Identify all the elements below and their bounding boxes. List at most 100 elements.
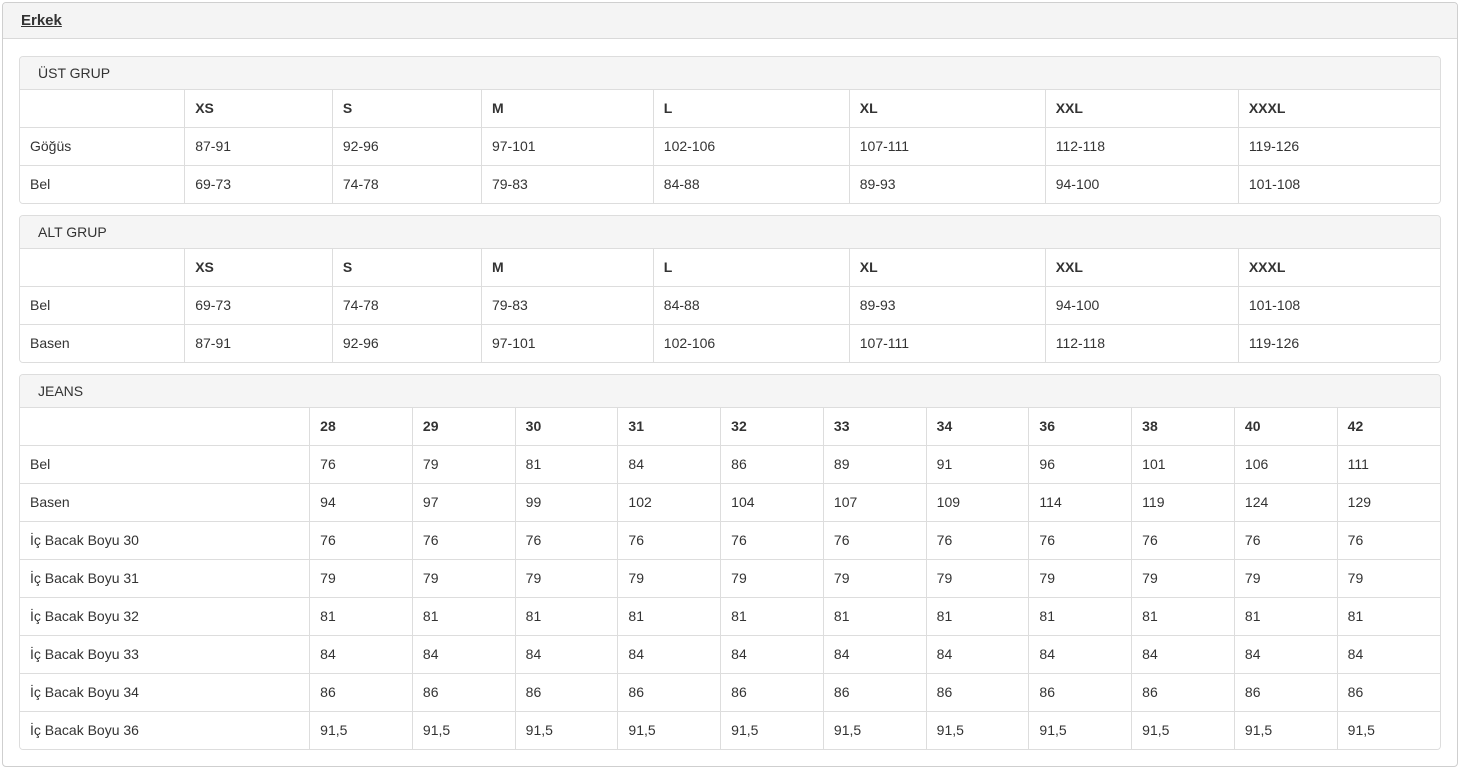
size-value-cell: 92-96 [331, 127, 482, 166]
size-value-cell: 97-101 [480, 324, 654, 362]
size-value-cell: 79 [1233, 559, 1338, 598]
size-value-cell: 119 [1131, 483, 1235, 522]
size-table-alt-grup: XS S M L XL XXL XXXL Bel 69-73 74-78 79-83 84-88 89… [20, 249, 1440, 362]
size-value-cell: 89-93 [848, 165, 1046, 203]
size-value-cell: 79 [1131, 559, 1235, 598]
size-table-body: Bel 76 79 81 84 86 89 91 96 101 106 111 Basen 94 97 99 1… [20, 445, 1440, 749]
gender-tab-erkek[interactable]: Erkek [21, 12, 62, 29]
row-label-column-header [20, 408, 311, 446]
size-column-header: XL [848, 90, 1046, 128]
size-value-cell: 92-96 [331, 324, 482, 362]
size-value-cell: 91,5 [514, 711, 619, 749]
panel-heading-alt-grup: ALT GRUP [20, 216, 1440, 249]
panel-heading-ust-grup: ÜST GRUP [20, 57, 1440, 90]
size-value-cell: 81 [1028, 597, 1133, 636]
size-value-cell: 81 [309, 597, 413, 636]
size-value-cell: 107 [822, 483, 927, 522]
size-value-cell: 84 [1233, 635, 1338, 674]
measurement-row: İç Bacak Boyu 31 79 79 79 79 79 79 79 79 79 79 79 [20, 559, 1440, 598]
size-table-head: 28 29 30 31 32 33 34 36 38 40 42 [20, 408, 1440, 446]
size-value-cell: 84 [1336, 635, 1440, 674]
row-label: Basen [20, 483, 311, 522]
size-value-cell: 86 [1336, 673, 1440, 712]
size-value-cell: 76 [514, 521, 619, 560]
size-column-header: S [331, 249, 482, 287]
size-value-cell: 86 [1233, 673, 1338, 712]
size-value-cell: 84 [1131, 635, 1235, 674]
size-column-header: XXL [1044, 249, 1239, 287]
size-value-cell: 84-88 [652, 286, 850, 325]
row-label: İç Bacak Boyu 36 [20, 711, 311, 749]
size-value-cell: 84 [720, 635, 824, 674]
size-table-header-row: 28 29 30 31 32 33 34 36 38 40 42 [20, 408, 1440, 446]
size-value-cell: 79 [411, 559, 516, 598]
size-value-cell: 94-100 [1044, 165, 1239, 203]
size-value-cell: 76 [309, 445, 413, 484]
size-value-cell: 84-88 [652, 165, 850, 203]
size-value-cell: 79 [1336, 559, 1440, 598]
gender-tab-bar: Erkek [3, 3, 1457, 39]
size-value-cell: 84 [1028, 635, 1133, 674]
size-column-header: XL [848, 249, 1046, 287]
size-column-header: XXXL [1237, 249, 1440, 287]
size-value-cell: 76 [1233, 521, 1338, 560]
size-value-cell: 91,5 [1336, 711, 1440, 749]
size-value-cell: 86 [925, 673, 1030, 712]
size-column-header: 33 [822, 408, 927, 446]
size-value-cell: 99 [514, 483, 619, 522]
size-value-cell: 79 [822, 559, 927, 598]
size-column-header: 28 [309, 408, 413, 446]
measurement-row: Bel 69-73 74-78 79-83 84-88 89-93 94-100 101-10… [20, 165, 1440, 203]
size-value-cell: 87-91 [184, 127, 333, 166]
size-table-header-row: XS S M L XL XXL XXXL [20, 249, 1440, 287]
panel-alt-grup: ALT GRUP XS S M L XL XXL XXXL Bel 69-73 74-78 79-… [19, 215, 1441, 363]
size-value-cell: 81 [1131, 597, 1235, 636]
row-label-column-header [20, 90, 186, 128]
size-value-cell: 79 [514, 559, 619, 598]
size-column-header: 36 [1028, 408, 1133, 446]
size-value-cell: 91 [925, 445, 1030, 484]
size-value-cell: 89 [822, 445, 927, 484]
size-value-cell: 94 [309, 483, 413, 522]
size-value-cell: 104 [720, 483, 824, 522]
size-column-header: 30 [514, 408, 619, 446]
size-value-cell: 91,5 [1131, 711, 1235, 749]
size-value-cell: 109 [925, 483, 1030, 522]
size-value-cell: 84 [617, 635, 722, 674]
size-value-cell: 112-118 [1044, 127, 1239, 166]
row-label: İç Bacak Boyu 33 [20, 635, 311, 674]
measurement-row: Basen 94 97 99 102 104 107 109 114 119 124 129 [20, 483, 1440, 522]
size-column-header: 32 [720, 408, 824, 446]
size-column-header: S [331, 90, 482, 128]
size-value-cell: 107-111 [848, 127, 1046, 166]
size-value-cell: 79 [617, 559, 722, 598]
size-value-cell: 119-126 [1237, 324, 1440, 362]
size-value-cell: 81 [1336, 597, 1440, 636]
size-value-cell: 81 [822, 597, 927, 636]
measurement-row: İç Bacak Boyu 30 76 76 76 76 76 76 76 76 76 76 76 [20, 521, 1440, 560]
row-label: İç Bacak Boyu 34 [20, 673, 311, 712]
size-value-cell: 76 [925, 521, 1030, 560]
size-value-cell: 96 [1028, 445, 1133, 484]
size-column-header: L [652, 90, 850, 128]
size-table-jeans: 28 29 30 31 32 33 34 36 38 40 42 Bel 76 79 81 84 86 89 91… [20, 408, 1440, 749]
size-value-cell: 124 [1233, 483, 1338, 522]
size-column-header: 38 [1131, 408, 1235, 446]
size-value-cell: 79 [925, 559, 1030, 598]
size-value-cell: 114 [1028, 483, 1133, 522]
size-column-header: 29 [411, 408, 516, 446]
size-column-header: 42 [1336, 408, 1440, 446]
row-label-column-header [20, 249, 186, 287]
size-value-cell: 79 [411, 445, 516, 484]
size-value-cell: 91,5 [309, 711, 413, 749]
size-table-header-row: XS S M L XL XXL XXXL [20, 90, 1440, 128]
size-table-body: Göğüs 87-91 92-96 97-101 102-106 107-111 112-1… [20, 127, 1440, 203]
size-value-cell: 76 [720, 521, 824, 560]
size-value-cell: 89-93 [848, 286, 1046, 325]
size-table-head: XS S M L XL XXL XXXL [20, 90, 1440, 128]
size-value-cell: 91,5 [720, 711, 824, 749]
size-value-cell: 91,5 [1233, 711, 1338, 749]
size-column-header: XXL [1044, 90, 1239, 128]
size-value-cell: 79-83 [480, 286, 654, 325]
size-column-header: M [480, 90, 654, 128]
